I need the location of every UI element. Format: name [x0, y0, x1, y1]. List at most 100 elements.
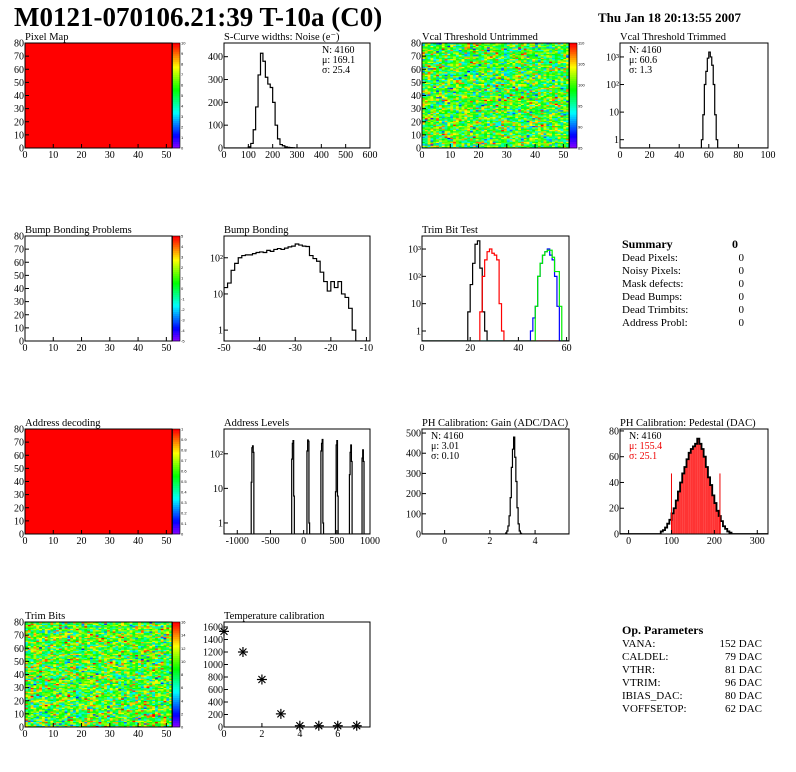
heatmap-cell [447, 127, 451, 129]
heatmap-cell [489, 133, 493, 136]
heatmap-cell [509, 77, 513, 79]
heatmap-cell [464, 65, 468, 67]
heatmap-cell [27, 669, 31, 671]
heatmap-cell [478, 69, 482, 71]
heatmap-cell [478, 75, 482, 78]
heatmap-cell [546, 144, 550, 146]
heatmap-cell [441, 107, 445, 109]
heatmap-cell [441, 96, 445, 99]
heatmap-cell [509, 86, 513, 88]
heatmap-cell [484, 50, 488, 53]
heatmap-cell [509, 112, 513, 115]
heatmap-cell [526, 137, 530, 140]
heatmap-cell [518, 144, 522, 146]
heatmap-cell [461, 74, 465, 77]
heatmap-cell [509, 127, 513, 129]
heatmap-cell [453, 81, 457, 83]
heatmap-cell [447, 90, 451, 92]
heatmap-cell [461, 49, 465, 52]
heatmap-cell [433, 75, 437, 78]
heatmap-cell [512, 77, 516, 79]
heatmap-cell [475, 100, 479, 103]
heatmap-cell [422, 138, 426, 141]
heatmap-cell [436, 45, 440, 48]
heatmap-cell [458, 64, 462, 66]
heatmap-cell [506, 57, 510, 60]
heatmap-cell [563, 140, 567, 142]
heatmap-cell [546, 52, 550, 54]
heatmap-cell [424, 54, 428, 57]
heatmap-cell [557, 112, 561, 115]
heatmap-cell [433, 54, 437, 57]
heatmap-cell [422, 119, 426, 121]
heatmap-cell [501, 58, 505, 61]
heatmap-cell [503, 88, 508, 91]
heatmap-cell [557, 133, 561, 136]
heatmap-cell [25, 716, 29, 719]
heatmap-cell [563, 108, 567, 111]
heatmap-cell [546, 45, 550, 48]
heatmap-cell [518, 109, 522, 112]
heatmap-cell [30, 687, 34, 690]
heatmap-cell [472, 141, 477, 144]
heatmap-cell [475, 43, 479, 45]
heatmap-cell [472, 85, 477, 87]
heatmap-cell [512, 74, 516, 77]
histogram-series-0 [620, 51, 768, 148]
heatmap-cell [424, 81, 428, 83]
heatmap-cell [461, 48, 465, 50]
heatmap-cell [447, 107, 451, 109]
heatmap-cell [549, 54, 553, 57]
heatmap-cell [526, 83, 530, 86]
heatmap-cell [520, 58, 525, 61]
palette-swatch [172, 89, 180, 92]
heatmap-cell [520, 95, 525, 98]
heatmap-cell [503, 46, 508, 49]
heatmap-cell [484, 99, 488, 102]
histogram-fill-bin [688, 452, 691, 534]
palette-swatch [172, 515, 180, 518]
heatmap-cell [557, 57, 561, 60]
heatmap-cell [498, 123, 502, 125]
heatmap-cell [506, 108, 510, 111]
heatmap-cell [464, 77, 468, 79]
heatmap-cell [427, 124, 431, 126]
heatmap-cell [537, 46, 542, 49]
heatmap-cell [489, 137, 493, 140]
heatmap-cell [554, 70, 558, 73]
heatmap-cell [447, 99, 451, 102]
heatmap-cell [509, 128, 513, 130]
heatmap-cell [436, 48, 440, 50]
heatmap-cell [458, 79, 462, 82]
heatmap-cell [506, 82, 510, 84]
heatmap-cell [430, 70, 434, 73]
heatmap-cell [424, 92, 428, 95]
heatmap-cell [25, 694, 29, 696]
heatmap-cell [27, 662, 31, 665]
heatmap-cell [503, 125, 508, 128]
heatmap-cell [529, 53, 533, 56]
heatmap-cell [478, 70, 482, 73]
palette-tick-label: 3 [181, 255, 184, 260]
heatmap-cell [27, 640, 31, 642]
x-tick-label: 200 [265, 150, 280, 161]
heatmap-cell [563, 60, 567, 62]
palette-swatch [172, 435, 180, 438]
heatmap-cell [27, 632, 31, 635]
heatmap-cell [492, 82, 496, 84]
heatmap-cell [489, 130, 493, 133]
heatmap-cell [472, 69, 477, 71]
heatmap-cell [509, 66, 513, 69]
heatmap-cell [532, 108, 536, 111]
heatmap-cell [506, 50, 510, 53]
heatmap-cell [566, 132, 569, 134]
heatmap-cell [489, 88, 493, 91]
heatmap-cell [427, 61, 431, 63]
heatmap-cell [532, 133, 536, 136]
heatmap-cell [470, 54, 474, 57]
heatmap-cell [438, 96, 443, 99]
heatmap-cell [529, 67, 533, 70]
heatmap-cell [520, 99, 525, 102]
palette-swatch [172, 110, 180, 113]
heatmap-cell [461, 121, 465, 124]
